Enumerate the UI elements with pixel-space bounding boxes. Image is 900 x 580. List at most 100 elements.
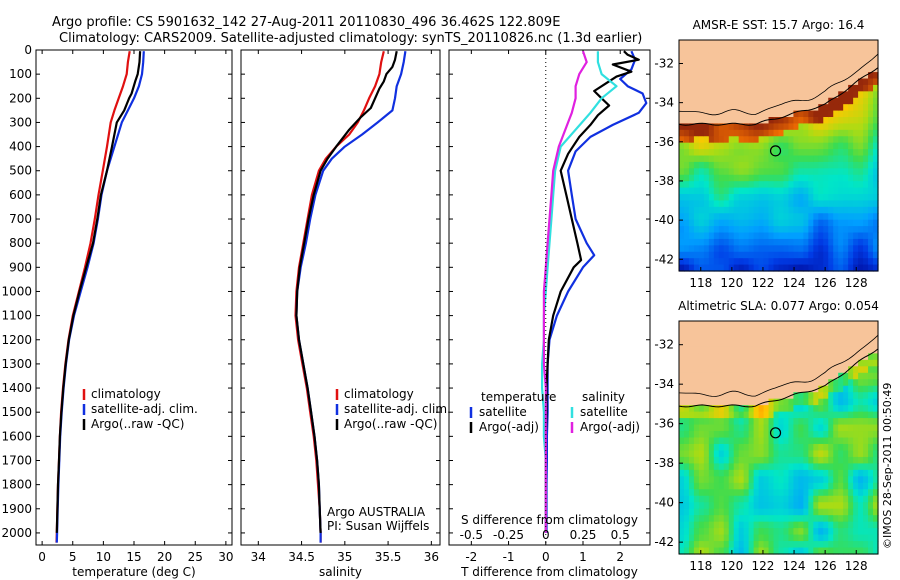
map-cell [793, 72, 799, 80]
map-cell [813, 456, 819, 464]
map-cell [798, 245, 804, 253]
map-cell [698, 437, 705, 445]
map-cell [763, 476, 770, 484]
map-cell [708, 528, 715, 536]
map-cell [828, 353, 834, 361]
map-cell [748, 359, 755, 367]
map-cell [679, 226, 685, 234]
map-cell [858, 424, 864, 432]
map-cell [698, 187, 705, 195]
map-cell [868, 129, 874, 137]
map-cell [828, 424, 834, 432]
map-cell [858, 340, 864, 348]
map-cell [768, 65, 775, 73]
map-cell [868, 321, 874, 329]
map-cell [778, 359, 785, 367]
map-cell [679, 508, 685, 516]
map-cell [788, 251, 795, 259]
map-cell [738, 476, 745, 484]
map-cell [773, 353, 780, 361]
map-cell [728, 405, 735, 413]
map-cell [683, 72, 690, 80]
map-cell [813, 346, 819, 354]
map-cell [778, 232, 785, 240]
map-cell [818, 321, 824, 329]
map-cell [698, 110, 705, 118]
map-cell [793, 515, 799, 523]
map-cell [718, 142, 725, 150]
map-cell [843, 398, 849, 406]
map-cell [758, 450, 765, 458]
map-cell [723, 219, 730, 227]
map-cell [868, 65, 874, 73]
map-cell [703, 136, 710, 144]
map-cell [808, 327, 814, 335]
map-cell [833, 508, 839, 516]
map-cell [758, 251, 765, 259]
map-cell [753, 372, 760, 380]
map-cell [838, 136, 844, 144]
map-cell [703, 251, 710, 259]
map-cell [733, 200, 740, 208]
map-cell [788, 353, 795, 361]
map-cell [793, 327, 799, 335]
map-cell [708, 508, 715, 516]
map-cell [823, 541, 829, 549]
map-cell [688, 226, 695, 234]
map-cell [853, 385, 859, 393]
map-cell [853, 340, 859, 348]
map-cell [823, 136, 829, 144]
map-cell [843, 450, 849, 458]
map-cell [808, 168, 814, 176]
map-cell [703, 372, 710, 380]
map-cell [868, 534, 874, 542]
map-cell [848, 245, 854, 253]
map-cell [818, 547, 824, 555]
map-cell [753, 97, 760, 105]
y-tick-label: 700 [9, 212, 32, 226]
map-cell [698, 194, 705, 202]
map-cell [778, 534, 785, 542]
map-cell [793, 155, 799, 163]
map-cell [708, 521, 715, 529]
map-cell [778, 327, 785, 335]
map-cell [743, 405, 750, 413]
map-cell [788, 181, 795, 189]
map-cell [783, 333, 790, 342]
map-cell [798, 450, 804, 458]
map-cell [788, 450, 795, 458]
map-cell [718, 161, 725, 169]
map-cell [783, 219, 790, 227]
map-cell [843, 437, 849, 445]
map-cell [803, 219, 809, 227]
map-cell [848, 161, 854, 169]
map-cell [693, 346, 700, 354]
map-cell [858, 91, 864, 99]
map-cell [843, 502, 849, 510]
map-cell [758, 149, 765, 157]
map-cell [853, 174, 859, 182]
map-cell [723, 232, 730, 240]
map-cell [688, 405, 695, 413]
map-cell [808, 456, 814, 464]
map-cell [793, 528, 799, 536]
map-cell [703, 52, 710, 60]
map-cell [723, 97, 730, 105]
map-cell [763, 84, 770, 92]
map-cell [788, 385, 795, 393]
map-cell [733, 123, 740, 131]
map-cell [793, 123, 799, 131]
map-cell [783, 489, 790, 497]
map-cell [679, 206, 685, 214]
map-cell [803, 264, 809, 272]
map-cell [853, 502, 859, 510]
map-cell [833, 110, 839, 118]
map-cell [778, 91, 785, 99]
map-cell [708, 366, 715, 374]
map-cell [873, 238, 879, 246]
map-cell [763, 40, 770, 48]
map-cell [728, 65, 735, 73]
map-cell [808, 97, 814, 105]
top-tick-label: 0.5 [611, 528, 630, 542]
map-cell [863, 541, 869, 549]
